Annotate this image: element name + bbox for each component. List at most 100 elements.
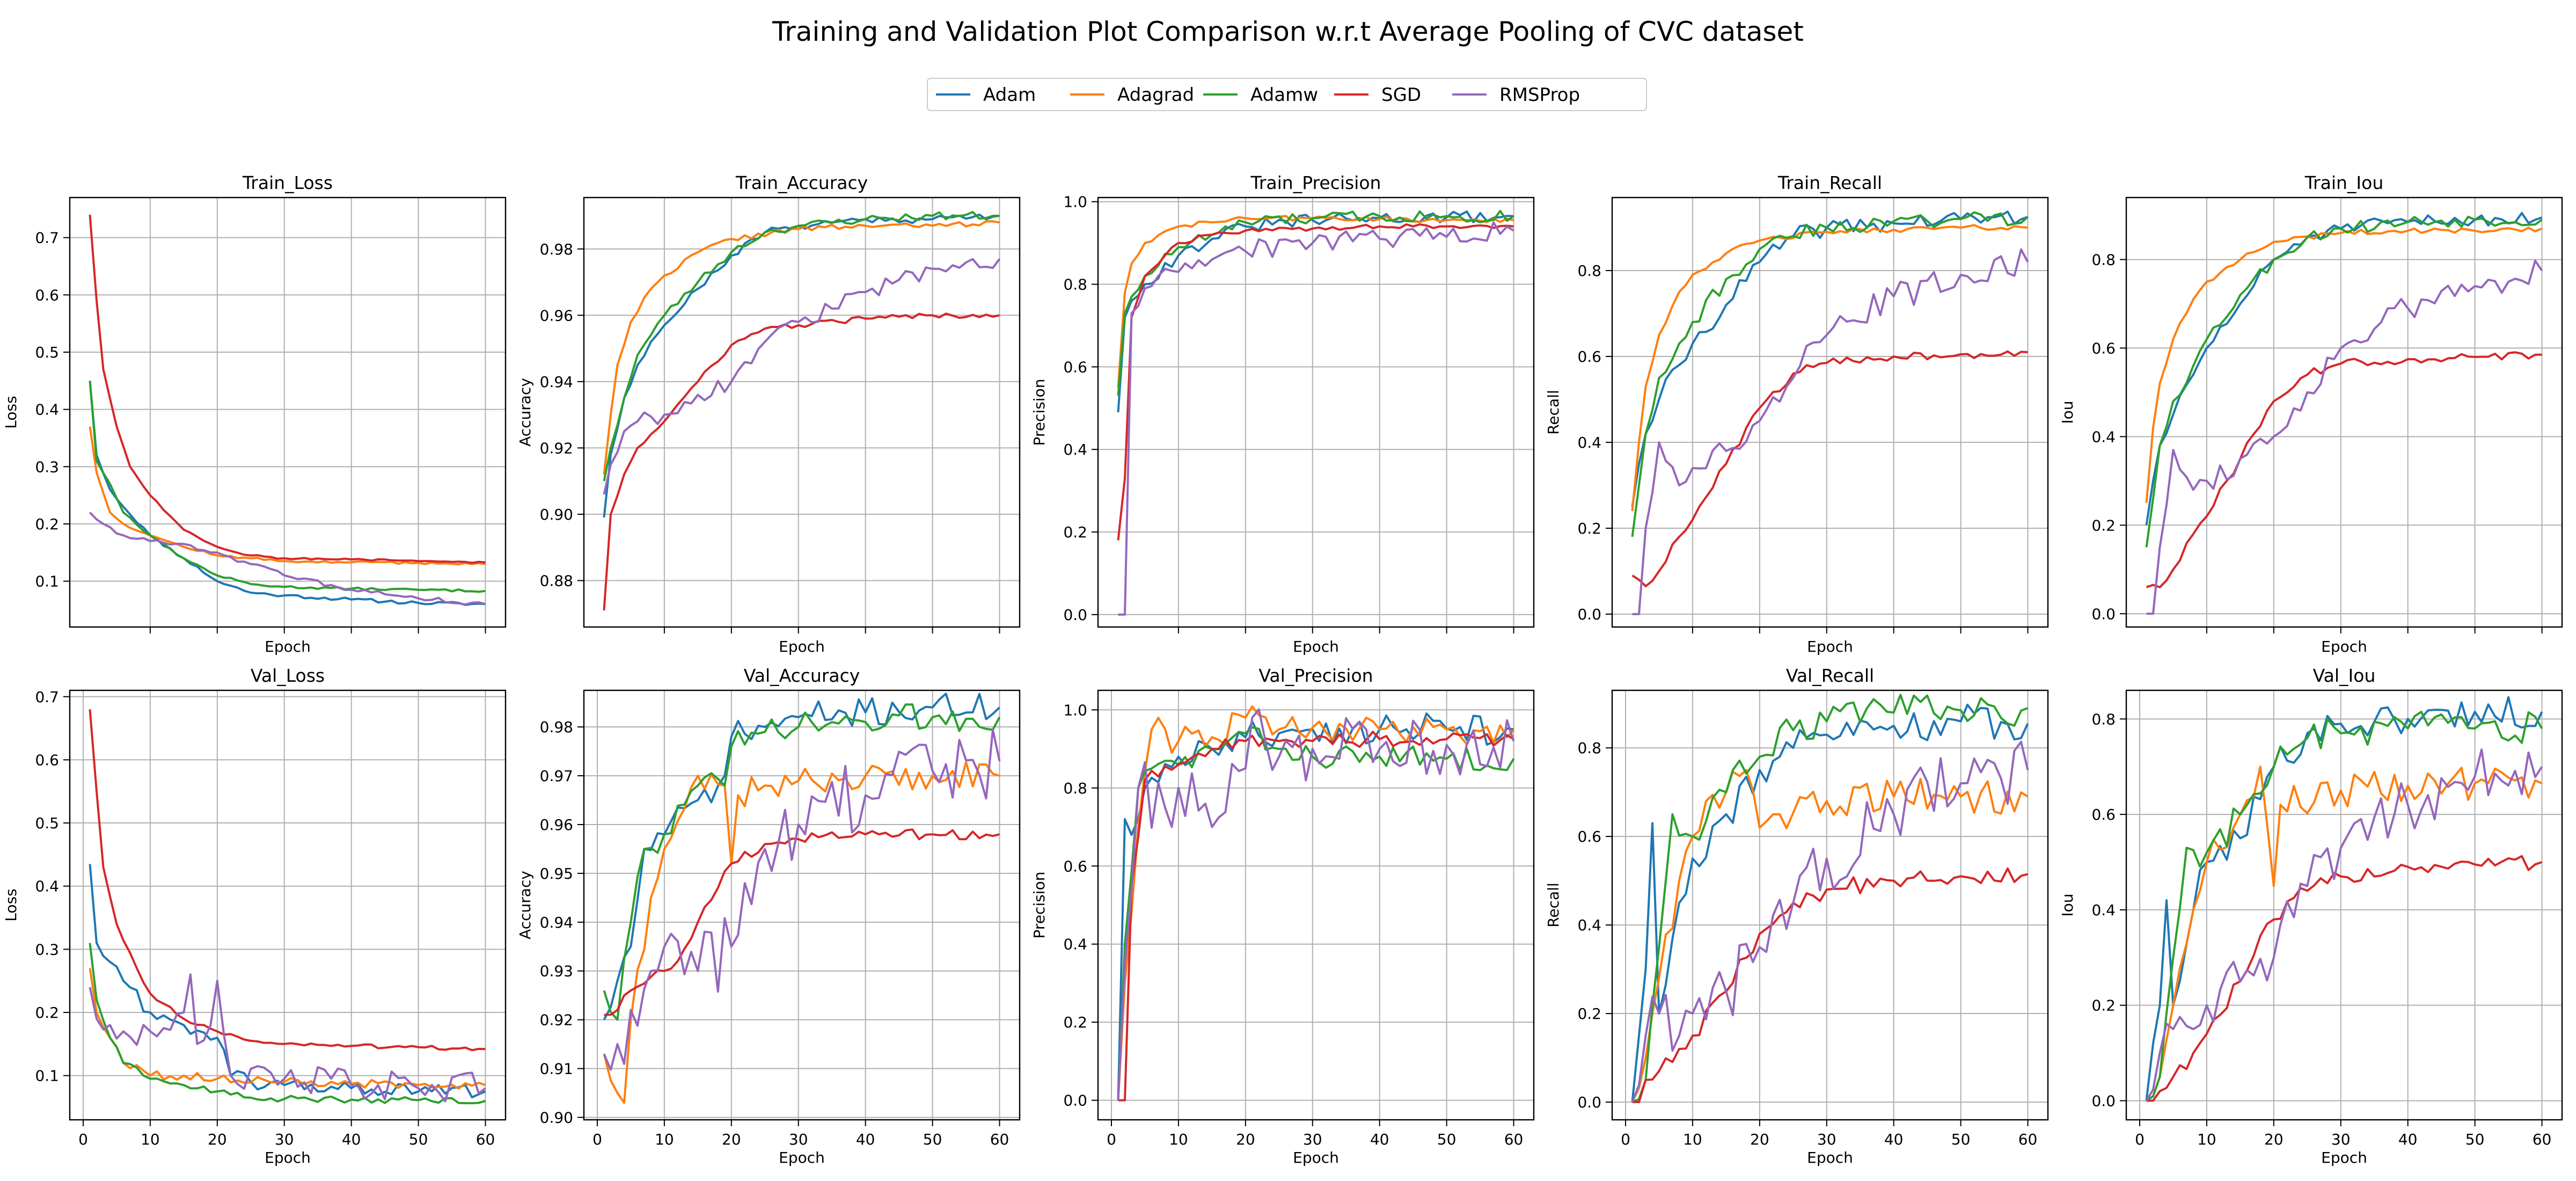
series-line-sgd <box>2146 855 2543 1102</box>
y-tick-label: 0.3 <box>35 458 59 476</box>
x-axis-label: Epoch <box>2321 638 2367 655</box>
series-line-rmsprop <box>1117 708 1515 1100</box>
y-tick-label: 0.1 <box>35 1067 59 1085</box>
series-line-sgd <box>1631 350 2028 587</box>
legend-item: RMSProp <box>1452 84 1580 106</box>
y-tick-label: 0.2 <box>1577 520 1601 537</box>
x-tick-label: 30 <box>1303 1131 1322 1148</box>
subplot-title: Val_Iou <box>2313 665 2376 686</box>
series-line-adam <box>1117 210 1514 413</box>
series-line-adam <box>1631 210 2029 507</box>
series-line-sgd <box>1632 867 2029 1103</box>
y-axis-label: Loss <box>2 888 20 921</box>
subplot-val-recall: 0 10 20 30 40 50 60 0.0 0.2 0.4 0.6 0.8 Val_Recall Ep… <box>1545 665 2049 1167</box>
series-line-sgd <box>604 828 1000 1016</box>
x-tick-label: 20 <box>1750 1131 1769 1148</box>
series-line-rmsprop <box>1118 221 1514 616</box>
x-tick-label: 0 <box>1621 1131 1630 1148</box>
x-axis-label: Epoch <box>779 1149 825 1167</box>
axes-frame <box>2125 196 2563 628</box>
subplot-train-loss: 0.1 0.2 0.3 0.4 0.5 0.6 0.7 Train_Loss Epoch Loss <box>2 172 507 655</box>
y-tick-label: 0.5 <box>35 814 59 832</box>
x-tick-label: 20 <box>208 1131 227 1148</box>
y-tick-label: 0.4 <box>1577 916 1601 934</box>
series-line-adam <box>603 213 1000 518</box>
series-line-adagrad <box>1117 705 1514 1100</box>
subplot-title: Val_Recall <box>1786 665 1874 686</box>
x-axis-label: Epoch <box>779 638 825 655</box>
subplot-train-accuracy: 0.88 0.90 0.92 0.94 0.96 0.98 Train_Accuracy Ep… <box>516 172 1021 655</box>
y-tick-label: 0.2 <box>2091 516 2116 534</box>
series-line-rmsprop <box>1631 740 2029 1103</box>
x-tick-label: 10 <box>1169 1131 1188 1148</box>
x-axis-label: Epoch <box>1807 1149 1853 1167</box>
axes-frame <box>69 196 507 628</box>
series-line-adam <box>1117 712 1514 1100</box>
x-tick-label: 20 <box>722 1131 741 1148</box>
subplot-val-precision: 0 10 20 30 40 50 60 0.0 0.2 0.4 0.6 0.8 1.0 Val_Preci… <box>1030 665 1535 1167</box>
series-line-sgd <box>89 214 486 564</box>
y-axis-label: Accuracy <box>516 378 534 447</box>
legend-item: Adagrad <box>1070 84 1194 106</box>
y-axis-label: Precision <box>1030 379 1048 446</box>
y-tick-label: 0.8 <box>1577 262 1601 280</box>
y-tick-label: 0.6 <box>1577 828 1601 845</box>
y-tick-label: 0.91 <box>540 1060 573 1078</box>
x-tick-label: 10 <box>1683 1131 1702 1148</box>
y-tick-label: 0.4 <box>1063 936 1087 953</box>
y-tick-label: 1.0 <box>1063 193 1087 211</box>
axes-frame <box>1097 196 1535 628</box>
subplot-val-accuracy: 0 10 20 30 40 50 60 0.90 0.91 0.92 0.93 0.94 0.95 0.9… <box>516 665 1021 1167</box>
series-line-sgd <box>2146 351 2542 588</box>
axes-frame <box>583 689 1021 1121</box>
subplot-train-recall: 0.0 0.2 0.4 0.6 0.8 Train_Recall Epoch Recall <box>1545 172 2049 655</box>
y-tick-label: 0.4 <box>1063 441 1087 458</box>
series-line-adam <box>89 864 486 1099</box>
x-tick-label: 10 <box>141 1131 160 1148</box>
x-tick-label: 30 <box>1817 1131 1836 1148</box>
x-tick-label: 50 <box>2465 1131 2485 1148</box>
series-line-adamw <box>1631 211 2029 537</box>
y-tick-label: 0.6 <box>35 751 59 769</box>
y-tick-label: 0.8 <box>1063 276 1087 294</box>
series-line-adagrad <box>1631 224 2028 512</box>
subplot-title: Train_Iou <box>2304 172 2384 193</box>
x-tick-label: 40 <box>2398 1131 2418 1148</box>
y-tick-label: 0.92 <box>540 439 573 457</box>
subplot-train-precision: 0.0 0.2 0.4 0.6 0.8 1.0 Train_Precision Epoch Pr… <box>1030 172 1535 655</box>
y-tick-label: 1.0 <box>1063 701 1087 719</box>
subplot-title: Train_Precision <box>1250 172 1381 193</box>
subplot-title: Train_Loss <box>242 172 333 193</box>
x-tick-label: 10 <box>655 1131 674 1148</box>
y-tick-label: 0.0 <box>1063 606 1087 624</box>
y-tick-label: 0.4 <box>2091 901 2116 919</box>
x-tick-label: 0 <box>1107 1131 1116 1148</box>
legend-label: SGD <box>1381 84 1421 106</box>
x-tick-label: 40 <box>1884 1131 1904 1148</box>
subplot-val-loss: 0 10 20 30 40 50 60 0.1 0.2 0.3 0.4 0.5 0.6 0.7 Val_Lo… <box>2 665 507 1167</box>
series-line-adam <box>2145 696 2543 1101</box>
y-tick-label: 0.98 <box>540 718 573 736</box>
series-line-adagrad <box>89 968 486 1090</box>
y-tick-label: 0.8 <box>2091 710 2116 728</box>
y-tick-label: 0.2 <box>35 515 59 533</box>
series-line-adamw <box>1117 210 1514 396</box>
axes-frame <box>69 689 507 1121</box>
subplot-title: Train_Recall <box>1777 172 1882 193</box>
x-tick-label: 40 <box>856 1131 875 1148</box>
x-tick-label: 20 <box>2264 1131 2284 1148</box>
y-tick-label: 0.98 <box>540 240 573 258</box>
series-line-adamw <box>1631 694 2029 1103</box>
series-line-sgd <box>1117 223 1514 541</box>
y-tick-label: 0.0 <box>2091 1092 2116 1110</box>
x-axis-label: Epoch <box>265 1149 311 1167</box>
x-tick-label: 20 <box>1236 1131 1255 1148</box>
x-tick-label: 10 <box>2197 1131 2216 1148</box>
series-line-adamw <box>89 943 486 1105</box>
x-tick-label: 60 <box>1504 1131 1524 1148</box>
legend-item: SGD <box>1334 84 1421 106</box>
y-tick-label: 0.4 <box>2091 428 2116 446</box>
x-tick-label: 50 <box>1437 1131 1457 1148</box>
y-tick-label: 0.8 <box>1063 779 1087 797</box>
